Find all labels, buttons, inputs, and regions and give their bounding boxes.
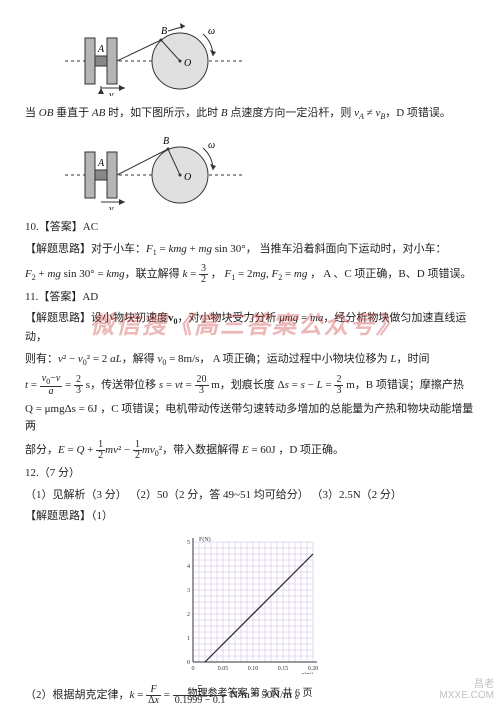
k-num: 3 <box>199 264 208 275</box>
label-B2: B <box>163 136 169 147</box>
ds-den: 3 <box>334 386 343 396</box>
svg-text:4: 4 <box>187 564 190 570</box>
label-A: A <box>97 44 105 55</box>
label-v2: v <box>109 204 114 210</box>
svg-text:0.05: 0.05 <box>218 666 229 672</box>
k-den: 2 <box>199 275 208 285</box>
q10-exp2: F2 + mg sin 30° = kmg，联立解得 k = 32 ， F1 =… <box>25 264 475 285</box>
s-den: 3 <box>195 386 209 396</box>
svg-text:0.10: 0.10 <box>248 666 259 672</box>
svg-text:0.15: 0.15 <box>278 666 289 672</box>
label-A2: A <box>97 158 105 169</box>
svg-text:3: 3 <box>187 588 190 594</box>
svg-text:F(N): F(N) <box>199 536 211 543</box>
q10-exp: 【解题思路】对于小车：F1 = kmg + mg sin 30°， 当推车沿着斜… <box>25 241 475 260</box>
q11-l1: 【解题思路】设小物块初速度v0，对小物块受力分析 μmg = ma，经分析物块做… <box>25 310 475 347</box>
diagram-1-svg: A O B ω v <box>65 16 245 96</box>
q12-p1: （1）见解析（3 分） （2）50（2 分，答 49~51 均可给分） （3）2… <box>25 487 475 505</box>
q10-exp-prefix: 【解题思路】对于小车： <box>25 243 146 255</box>
svg-text:0: 0 <box>187 660 190 666</box>
diagram-1: A O B ω v <box>65 16 475 99</box>
svg-text:x(m): x(m) <box>301 671 313 674</box>
svg-text:2: 2 <box>187 612 190 618</box>
q12-header: 12.（7 分） <box>25 465 475 483</box>
q11-l2: 则有：v² − v0² = 2 aL，解得 v0 = 8m/s， A 项正确；运… <box>25 351 475 370</box>
t-den: 3 <box>74 386 83 396</box>
label-O: O <box>184 58 191 69</box>
label-v: v <box>109 90 114 96</box>
q11-l3: t = v0−va = 23 s，传送带位移 s = vt = 203 m，划痕… <box>25 374 475 397</box>
corner-wm-l1: 昌老 <box>440 679 494 690</box>
page-footer: 物理参考答案 第 3 页 共 6 页 <box>0 684 500 699</box>
between-text: 当 OB 垂直于 AB 时，如下图所示，此时 B 点速度方向一定沿杆，则 vA … <box>25 105 475 124</box>
label-O2: O <box>184 172 191 183</box>
q11-answer: 11.【答案】AD <box>25 289 475 307</box>
q10-answer: 10.【答案】AC <box>25 219 475 237</box>
q10-joint: ，联立解得 <box>125 268 183 280</box>
diagram-2-svg: A O B ω v <box>65 130 245 210</box>
h2d: 2 <box>133 451 142 461</box>
q11-l4: Q = μmgΔs = 6J ，C 项错误；电机带动传送带匀速转动多增加的总能量… <box>25 401 475 436</box>
q12-exp: 【解题思路】（1） <box>25 508 475 526</box>
svg-text:0: 0 <box>192 666 195 672</box>
h1d: 2 <box>96 451 105 461</box>
graph-svg: 00.050.100.150.20012345x(m)F(N) <box>175 534 325 674</box>
q10-exp-mid: ， 当推车沿着斜面向下运动时，对小车： <box>246 243 447 255</box>
q11-l5: 部分，E = Q + 12mv² − 12mv0²，带入数据解得 E = 60J… <box>25 440 475 461</box>
label-B: B <box>161 26 167 37</box>
label-omega: ω <box>208 26 215 37</box>
corner-wm-l2: MXXE.COM <box>440 690 494 701</box>
label-omega2: ω <box>208 140 215 151</box>
corner-watermark: 昌老 MXXE.COM <box>440 679 494 701</box>
diagram-2: A O B ω v <box>65 130 475 213</box>
svg-text:5: 5 <box>187 540 190 546</box>
q12-graph: 00.050.100.150.20012345x(m)F(N) <box>25 534 475 677</box>
svg-text:1: 1 <box>187 636 190 642</box>
